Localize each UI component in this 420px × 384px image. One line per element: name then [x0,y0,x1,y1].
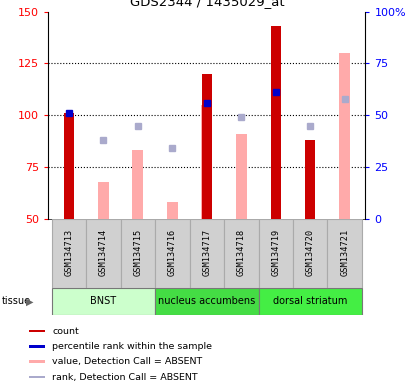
Bar [29,376,45,379]
Text: GSM134720: GSM134720 [306,228,315,276]
Text: tissue: tissue [2,296,31,306]
Bar [52,288,155,315]
Text: GSM134719: GSM134719 [271,228,280,276]
Bar [202,74,212,219]
Bar [121,219,155,288]
Text: GSM134715: GSM134715 [134,228,142,276]
Text: GSM134717: GSM134717 [202,228,211,276]
Text: ▶: ▶ [26,296,34,306]
Bar [64,113,74,219]
Bar [224,219,259,288]
Bar [167,202,178,219]
Bar [98,182,109,219]
Text: GSM134714: GSM134714 [99,228,108,276]
Text: dorsal striatum: dorsal striatum [273,296,347,306]
Text: GSM134716: GSM134716 [168,228,177,276]
Bar [271,26,281,219]
Text: GSM134718: GSM134718 [237,228,246,276]
Bar [29,329,45,333]
Bar [29,360,45,363]
Text: nucleus accumbens: nucleus accumbens [158,296,255,306]
Bar [132,151,144,219]
Text: rank, Detection Call = ABSENT: rank, Detection Call = ABSENT [52,372,198,382]
Bar [259,288,362,315]
Title: GDS2344 / 1435029_at: GDS2344 / 1435029_at [129,0,284,8]
Bar [339,53,350,219]
Bar [328,219,362,288]
Text: percentile rank within the sample: percentile rank within the sample [52,342,212,351]
Bar [259,219,293,288]
Bar [236,134,247,219]
Bar [155,219,189,288]
Bar [293,219,328,288]
Bar [189,219,224,288]
Text: BNST: BNST [90,296,116,306]
Text: GSM134721: GSM134721 [340,228,349,276]
Bar [305,140,315,219]
Text: GSM134713: GSM134713 [65,228,73,276]
Text: count: count [52,326,79,336]
Bar [29,345,45,348]
Bar [86,219,121,288]
Bar [201,105,213,219]
Text: value, Detection Call = ABSENT: value, Detection Call = ABSENT [52,357,202,366]
Bar [155,288,259,315]
Bar [52,219,86,288]
